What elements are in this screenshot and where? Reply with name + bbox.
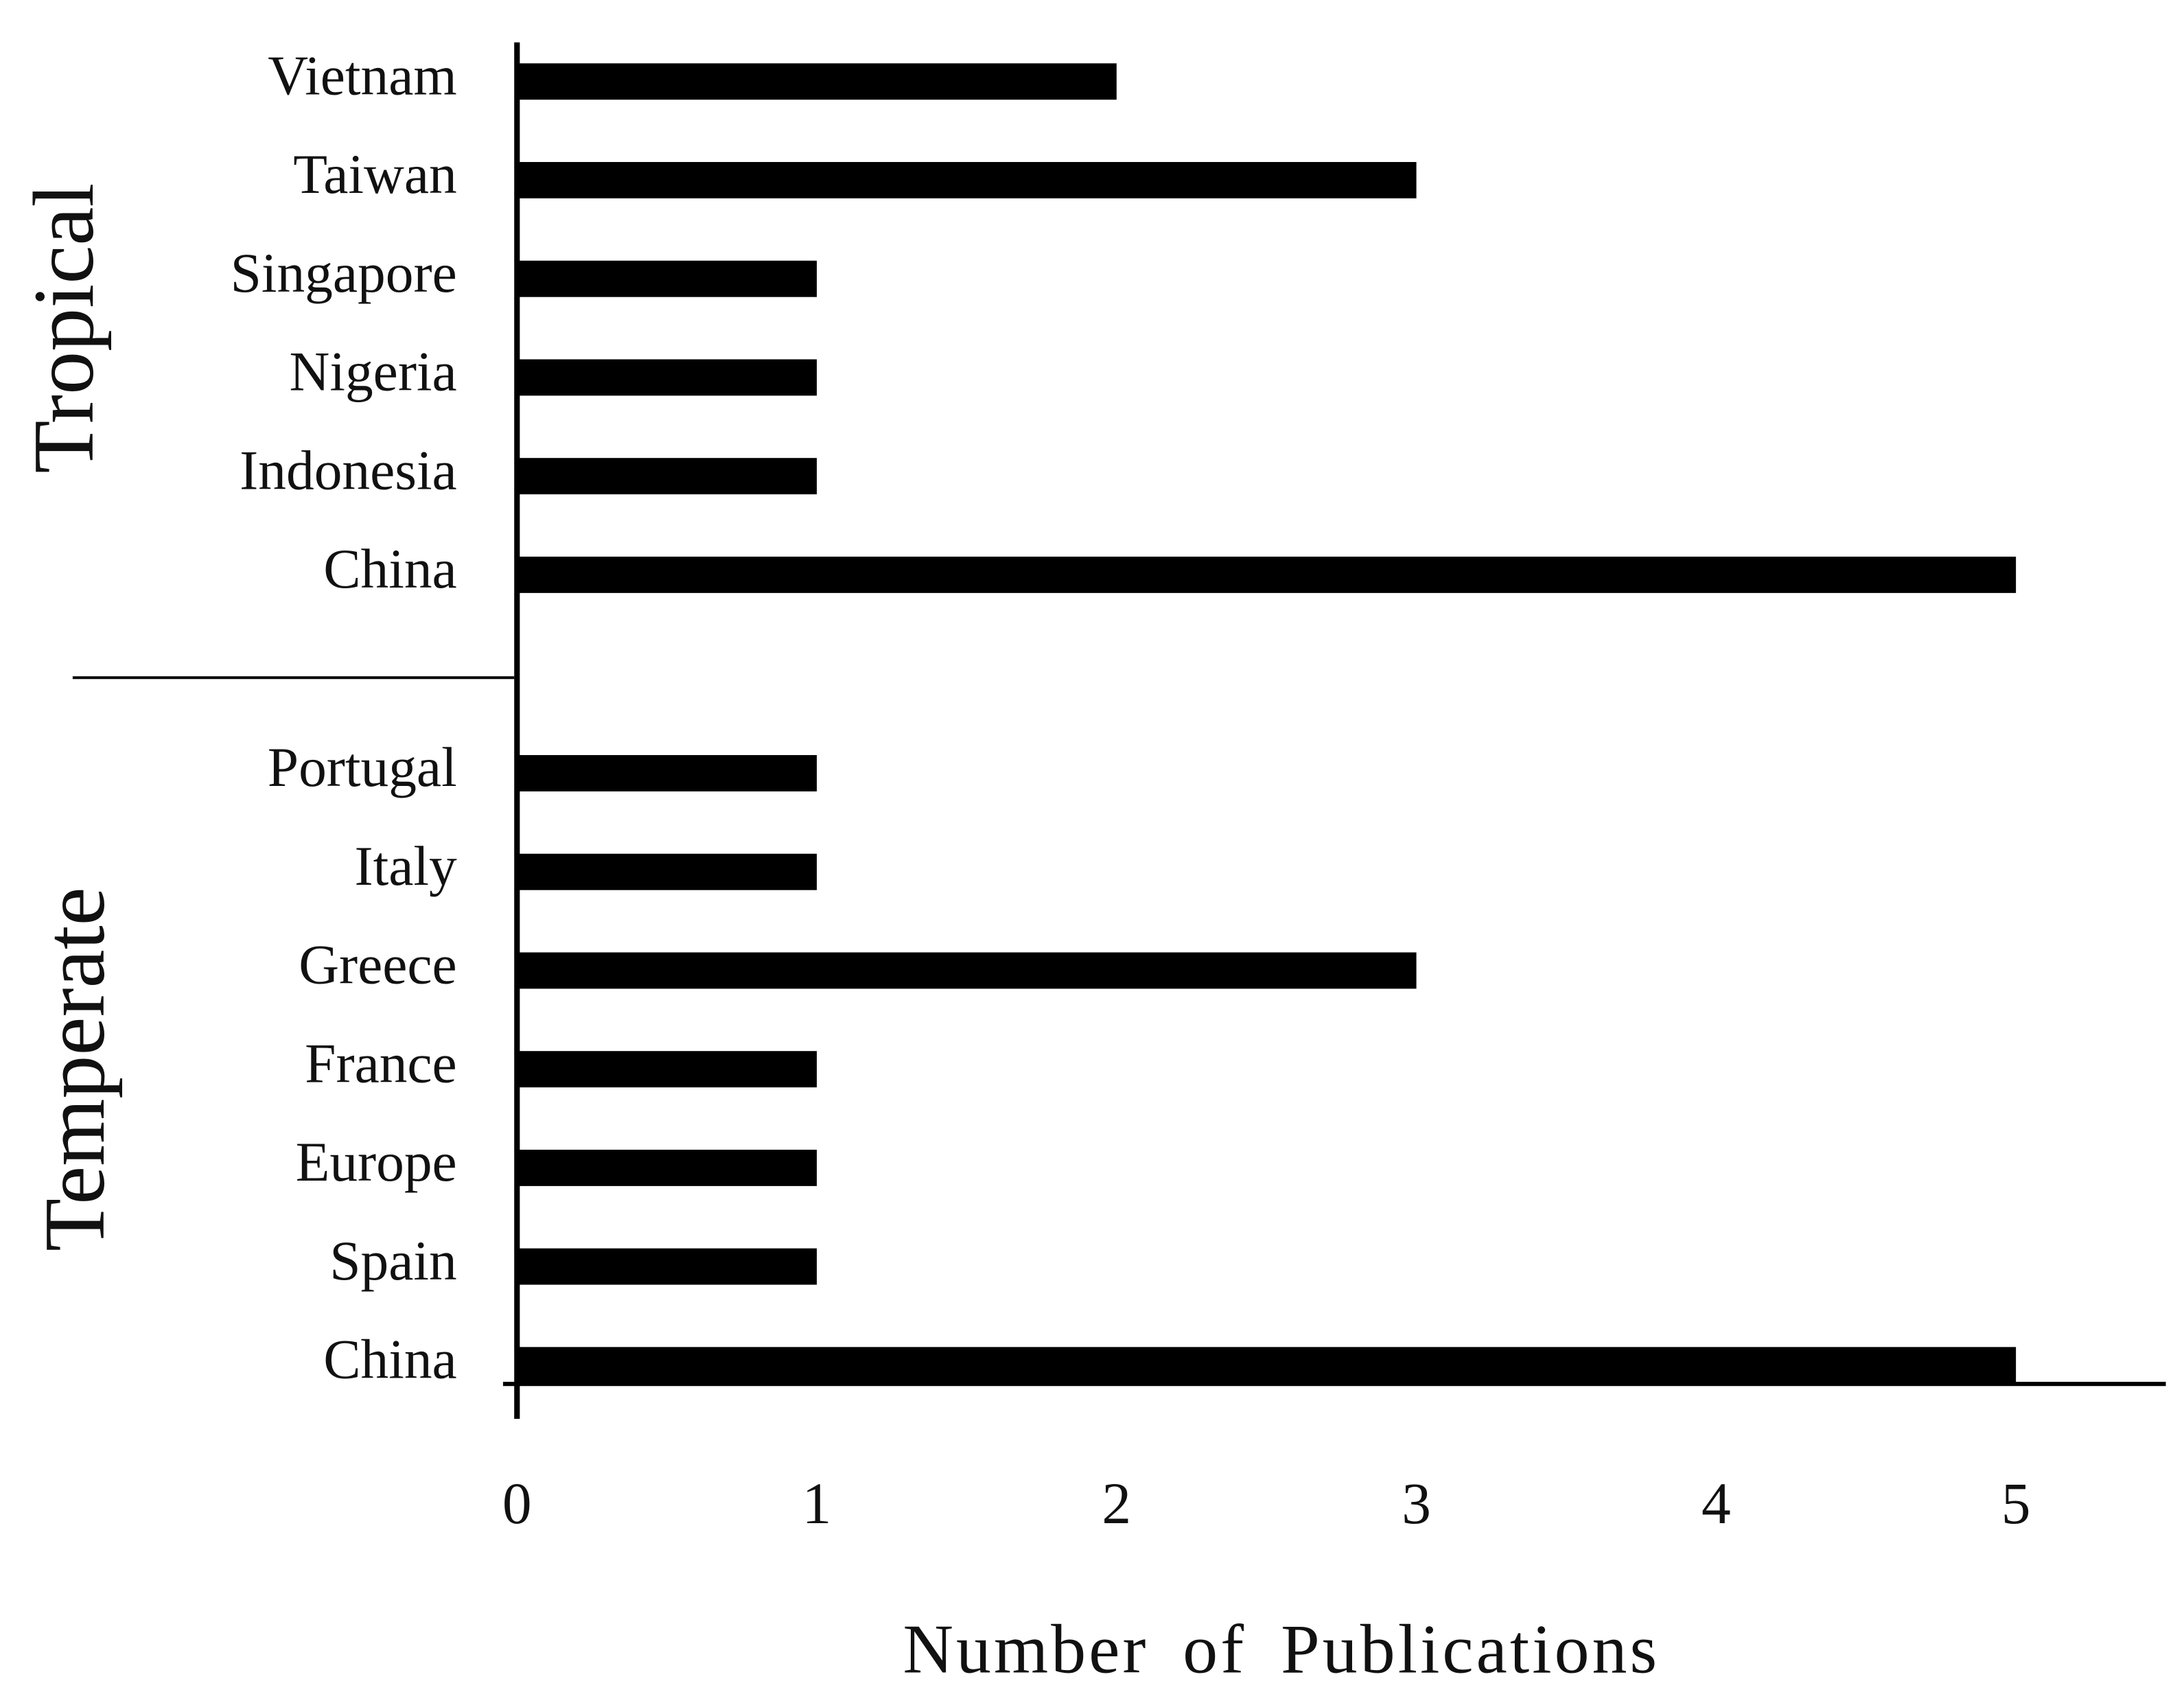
y-tick-label: Vietnam bbox=[268, 44, 456, 106]
group-label: Tropical bbox=[16, 183, 112, 474]
y-tick-label: China bbox=[323, 1328, 457, 1391]
bar bbox=[517, 1347, 2017, 1384]
y-tick-label: Europe bbox=[296, 1131, 457, 1193]
bar bbox=[517, 853, 817, 890]
bar bbox=[517, 1248, 817, 1285]
bar bbox=[517, 359, 817, 396]
y-tick-label: Portugal bbox=[268, 736, 457, 798]
y-tick-label: Taiwan bbox=[293, 143, 456, 205]
y-tick-label: Nigeria bbox=[290, 340, 457, 403]
y-tick-label: Italy bbox=[354, 835, 456, 897]
y-tick-label: Greece bbox=[299, 934, 456, 996]
bar bbox=[517, 556, 2017, 593]
bar bbox=[517, 1051, 817, 1088]
bar bbox=[517, 63, 1117, 100]
y-tick-label: France bbox=[305, 1032, 457, 1094]
x-tick-label: 4 bbox=[1701, 1472, 1731, 1536]
bar bbox=[517, 1149, 817, 1186]
x-tick-label: 5 bbox=[2001, 1472, 2031, 1536]
x-tick-label: 2 bbox=[1102, 1472, 1131, 1536]
y-tick-label: Spain bbox=[329, 1229, 456, 1292]
y-tick-label: China bbox=[323, 537, 457, 600]
y-tick-label: Indonesia bbox=[240, 439, 457, 501]
x-tick-label: 3 bbox=[1402, 1472, 1431, 1536]
x-tick-label: 1 bbox=[802, 1472, 832, 1536]
bar bbox=[517, 952, 1417, 989]
x-axis-title: Number of Publications bbox=[903, 1610, 1660, 1688]
bar bbox=[517, 458, 817, 495]
y-tick-label: Singapore bbox=[231, 242, 457, 304]
bar bbox=[517, 755, 817, 791]
bar bbox=[517, 162, 1417, 198]
group-label: Temperate bbox=[27, 887, 123, 1251]
bar bbox=[517, 260, 817, 297]
x-tick-label: 0 bbox=[502, 1472, 532, 1536]
